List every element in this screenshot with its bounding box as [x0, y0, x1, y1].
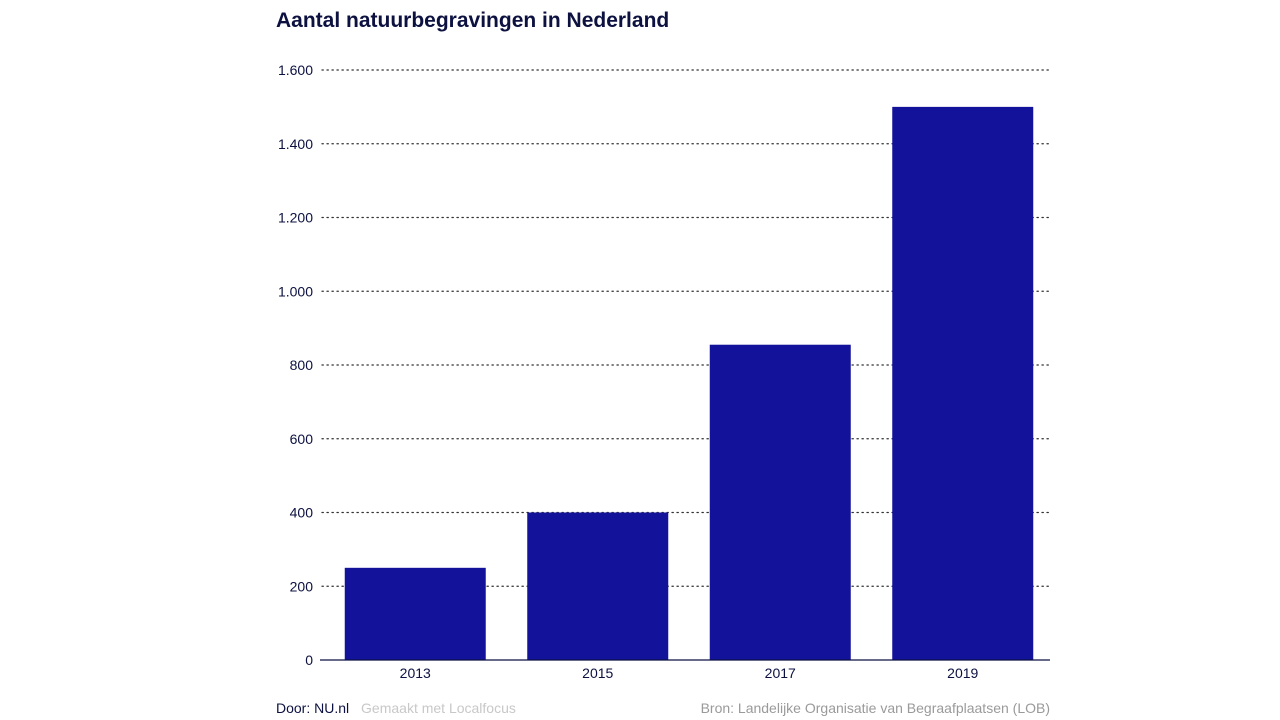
- x-tick-label: 2019: [947, 665, 978, 681]
- bar-2015: [527, 512, 669, 660]
- y-tick-label: 200: [290, 578, 314, 594]
- bar-2017: [709, 344, 851, 660]
- axes: 0 200 400 600 800 1.000 1.200 1.400 1.600 2013 201…: [278, 62, 1050, 681]
- footer-credits: Door: NU.nl Gemaakt met Localfocus: [276, 700, 516, 716]
- y-tick-label: 1.400: [278, 136, 313, 152]
- y-tick-label: 1.000: [278, 283, 313, 299]
- y-tick-label: 1.200: [278, 210, 313, 226]
- bars: [344, 106, 1034, 660]
- y-tick-label: 600: [290, 431, 314, 447]
- x-tick-label: 2015: [582, 665, 613, 681]
- y-tick-label: 1.600: [278, 62, 313, 78]
- bar-2013: [344, 567, 486, 660]
- footer-source: Bron: Landelijke Organisatie van Begraaf…: [700, 700, 1050, 716]
- y-tick-label: 400: [290, 505, 314, 521]
- chart-title: Aantal natuurbegravingen in Nederland: [276, 9, 670, 32]
- footer-author[interactable]: Door: NU.nl: [276, 700, 350, 716]
- x-tick-label: 2013: [400, 665, 431, 681]
- footer-made-with[interactable]: Gemaakt met Localfocus: [361, 700, 516, 716]
- y-tick-label: 800: [290, 357, 314, 373]
- bar-2019: [892, 106, 1034, 660]
- y-tick-label: 0: [305, 652, 313, 668]
- x-tick-label: 2017: [765, 665, 796, 681]
